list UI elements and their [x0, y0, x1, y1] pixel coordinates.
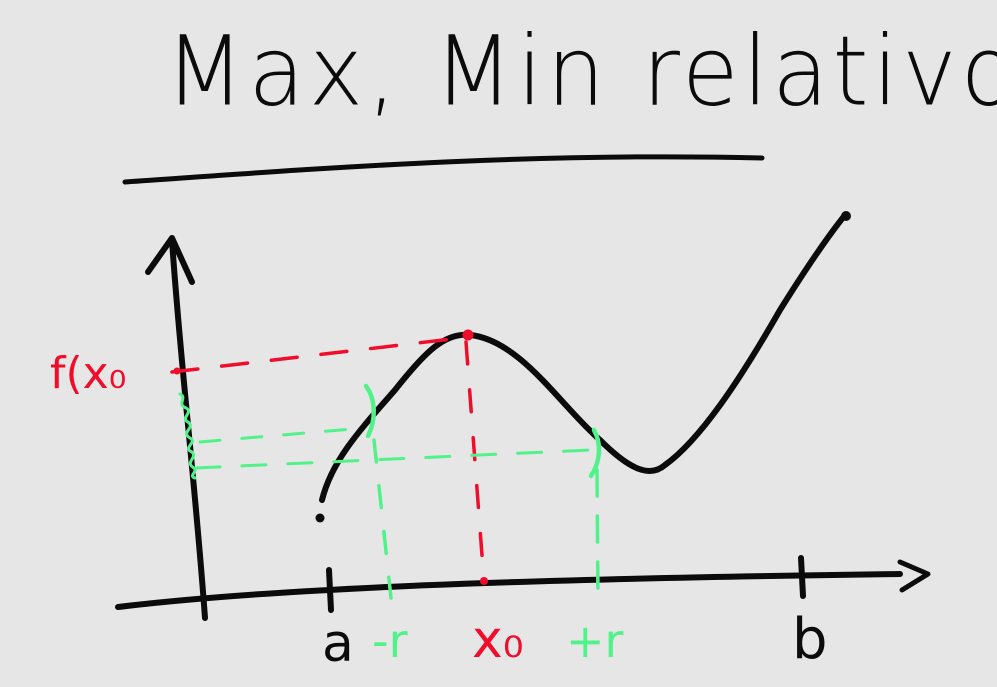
- tick-b: [798, 555, 806, 599]
- green-vertical-right: [595, 468, 600, 602]
- tick-a: [326, 567, 334, 613]
- right-bracket: [588, 427, 602, 479]
- endpoint-right: [841, 211, 851, 221]
- green-dash-upper: [198, 426, 366, 444]
- page-title: Max, Min relativo: [165, 15, 997, 128]
- y-axis-arrowhead: [145, 235, 195, 285]
- title-underline: [122, 154, 765, 185]
- x-axis: [115, 571, 903, 610]
- a-label: a: [322, 614, 354, 674]
- left-bracket: [363, 383, 376, 439]
- max-point: [462, 329, 474, 341]
- minus-r-label: -r: [372, 614, 408, 668]
- red-vertical-dash: [464, 340, 486, 584]
- x-axis-arrowhead: [897, 559, 931, 593]
- red-horizontal-dash: [170, 336, 462, 374]
- endpoint-left: [315, 513, 325, 523]
- f-x0-label: f(x₀: [50, 348, 127, 399]
- b-label: b: [792, 607, 828, 672]
- x0-axis-mark: [480, 577, 488, 585]
- green-dash-lower: [194, 448, 592, 470]
- y-axis-interval-scribble: [178, 392, 197, 480]
- fx0-axis-mark: [173, 367, 181, 375]
- plus-r-label: +r: [566, 614, 624, 668]
- x0-label: x₀: [472, 610, 524, 670]
- green-vertical-left: [372, 438, 393, 600]
